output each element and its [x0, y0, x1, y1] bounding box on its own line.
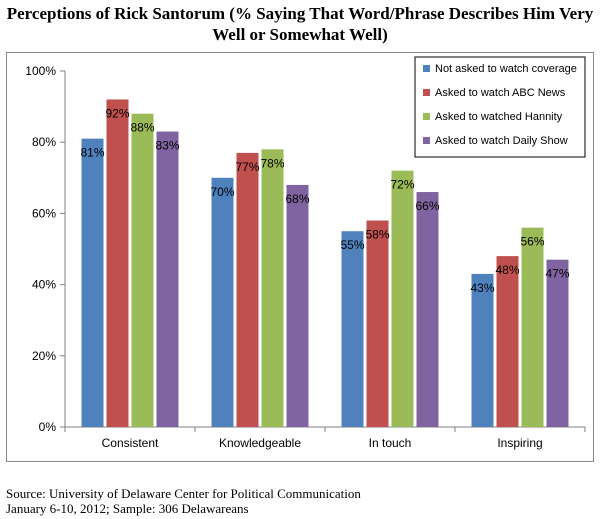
bar-1-in-touch	[341, 231, 364, 427]
bar-4-consistent	[156, 131, 179, 427]
chart-title-line2: Well or Somewhat Well)	[212, 25, 388, 44]
bar-2-knowledgeable	[236, 152, 259, 427]
data-label: 77%	[235, 160, 259, 174]
data-label: 43%	[470, 281, 494, 295]
data-label: 66%	[415, 199, 439, 213]
data-label: 48%	[495, 263, 519, 277]
bar-1-knowledgeable	[211, 177, 234, 427]
data-label: 68%	[285, 192, 309, 206]
y-axis: 0% 20% 40% 60% 80% 100%	[25, 64, 66, 434]
bar-3-knowledgeable	[261, 149, 284, 427]
bar-3-inspiring	[521, 227, 544, 427]
y-tick-label: 20%	[32, 349, 56, 363]
bar-2-in-touch	[366, 220, 389, 427]
legend-swatch	[423, 137, 430, 144]
legend-entry: Asked to watch Daily Show	[435, 135, 568, 147]
data-label: 55%	[340, 238, 364, 252]
data-label: 81%	[80, 146, 104, 160]
legend: Not asked to watch coverage Asked to watc…	[414, 56, 586, 158]
data-label: 72%	[390, 178, 414, 192]
bar-3-consistent	[131, 113, 154, 427]
chart-frame	[6, 52, 594, 462]
data-label: 58%	[365, 228, 389, 242]
legend-swatch	[423, 113, 430, 120]
date-sample-line: January 6-10, 2012; Sample: 306 Delaware…	[6, 501, 249, 516]
x-category-label: In touch	[369, 436, 412, 450]
source-line: Source: University of Delaware Center fo…	[6, 486, 361, 501]
y-tick-label: 40%	[32, 278, 56, 292]
legend-swatch	[423, 89, 430, 96]
bar-3-in-touch	[391, 170, 414, 427]
legend-box	[414, 56, 586, 158]
legend-entry: Asked to watch ABC News	[435, 87, 566, 99]
x-axis: Consistent Knowledgeable In touch Inspiring	[64, 426, 586, 450]
data-label: 78%	[260, 156, 284, 170]
legend-entry: Not asked to watch coverage	[435, 63, 577, 75]
bar-2-inspiring	[496, 256, 519, 427]
bar-2-consistent	[106, 99, 129, 427]
bars-group	[81, 99, 569, 427]
bar-1-inspiring	[471, 273, 494, 427]
data-label: 56%	[520, 235, 544, 249]
data-label: 70%	[210, 185, 234, 199]
data-labels-group: 81%92%88%83%70%77% 78%68%55%58%72%66%43%4…	[80, 106, 569, 294]
data-label: 83%	[155, 139, 179, 153]
bar-4-knowledgeable	[286, 184, 309, 427]
y-tick-label: 80%	[32, 135, 56, 149]
legend-swatch	[423, 65, 430, 72]
bar-4-in-touch	[416, 192, 439, 427]
x-category-label: Consistent	[102, 436, 159, 450]
bar-1-consistent	[81, 138, 104, 427]
bar-4-inspiring	[546, 259, 569, 427]
data-label: 88%	[130, 121, 154, 135]
chart-title: Perceptions of Rick Santorum (% Saying T…	[0, 3, 600, 45]
source-note: Source: University of Delaware Center fo…	[6, 486, 361, 516]
data-label: 47%	[545, 267, 569, 281]
data-label: 92%	[105, 106, 129, 120]
legend-entry: Asked to watched Hannity	[435, 111, 563, 123]
x-category-label: Knowledgeable	[219, 436, 301, 450]
chart-title-line1: Perceptions of Rick Santorum (% Saying T…	[6, 4, 594, 23]
y-tick-label: 0%	[39, 420, 57, 434]
y-tick-label: 60%	[32, 206, 56, 220]
x-category-label: Inspiring	[497, 436, 542, 450]
y-tick-label: 100%	[25, 64, 56, 78]
